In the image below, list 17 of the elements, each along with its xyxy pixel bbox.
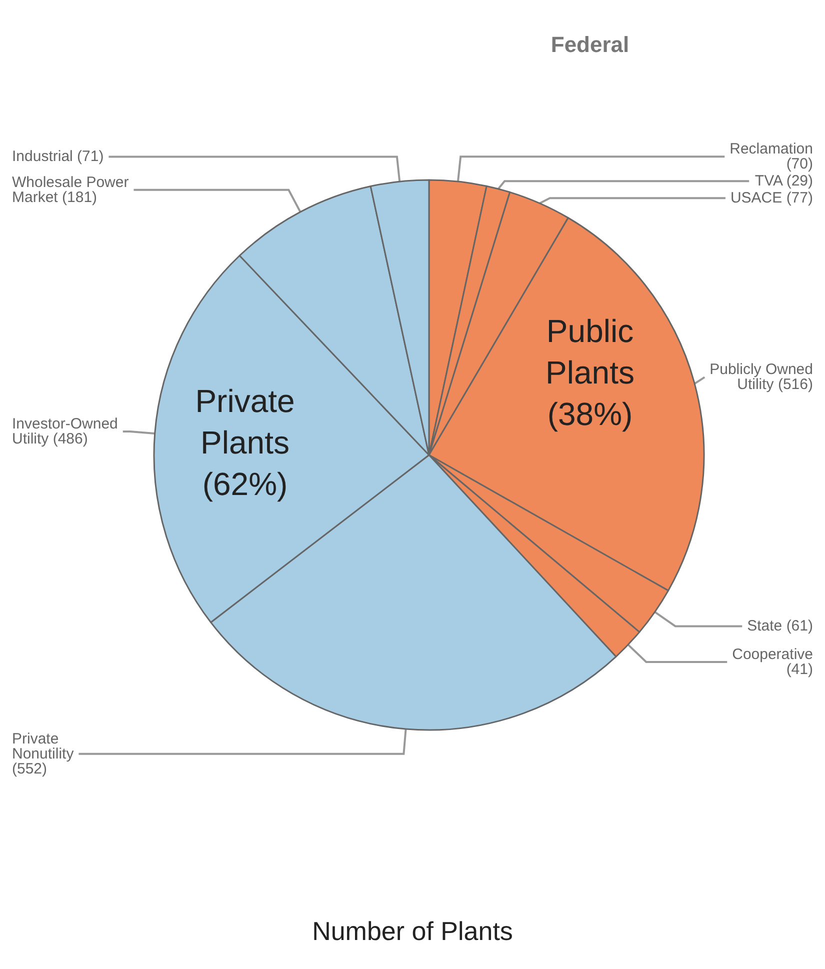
data-label: (70) <box>786 156 813 173</box>
data-label: (41) <box>786 660 813 678</box>
slice-label: State (61) <box>747 618 813 635</box>
data-label: (552) <box>12 760 48 778</box>
slice-label: Investor-Owned Utility (486) <box>12 416 118 448</box>
text: Private Plants (62%) <box>195 382 295 502</box>
slice-label: USACE (77) <box>730 190 813 207</box>
text: Public Plants (38%) <box>546 312 634 432</box>
slice-label: TVA (29) <box>754 172 813 190</box>
slice-label: Reclamation <box>730 140 813 158</box>
slice-label: Private Nonutility <box>12 730 74 762</box>
slice-label: Publicly Owned Utility (516) <box>710 361 813 394</box>
slice-label: Cooperative <box>732 646 813 663</box>
slice-label: Industrial (71) <box>12 148 104 166</box>
text: Federal <box>550 32 630 57</box>
slice-label: Wholesale Power Market (181) <box>12 174 129 206</box>
text: Number of Plants <box>312 916 513 946</box>
